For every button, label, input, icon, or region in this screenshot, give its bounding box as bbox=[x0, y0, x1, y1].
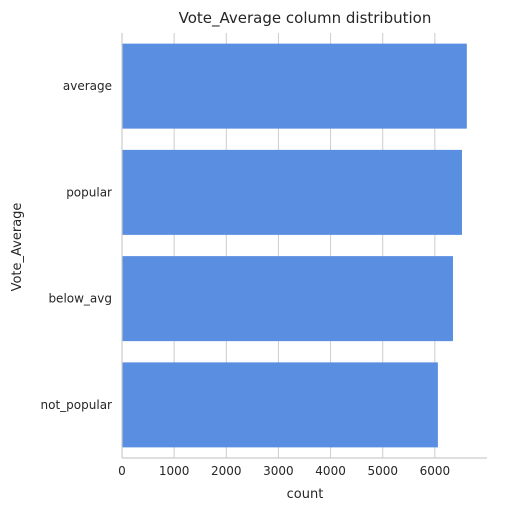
x-tick-label: 0 bbox=[118, 464, 126, 478]
y-axis-label: Vote_Average bbox=[10, 203, 25, 292]
x-tick-label: 2000 bbox=[211, 464, 242, 478]
y-tick-label: below_avg bbox=[48, 292, 112, 306]
bar-not-popular bbox=[122, 362, 438, 448]
x-tick-label: 1000 bbox=[159, 464, 190, 478]
x-tick-label: 4000 bbox=[315, 464, 346, 478]
x-tick-label: 6000 bbox=[420, 464, 451, 478]
axes: 0 1000 2000 3000 4000 5000 6000 average popular b… bbox=[41, 33, 487, 478]
bar-below-avg bbox=[122, 256, 454, 342]
y-tick-label: popular bbox=[66, 185, 112, 199]
bar-popular bbox=[122, 149, 462, 235]
y-tick-label: not_popular bbox=[41, 398, 113, 412]
x-tick-label: 5000 bbox=[367, 464, 398, 478]
x-axis-label: count bbox=[287, 487, 324, 502]
bar-average bbox=[122, 43, 467, 129]
x-tick-label: 3000 bbox=[263, 464, 294, 478]
y-tick-label: average bbox=[63, 79, 112, 93]
chart-title: Vote_Average column distribution bbox=[179, 9, 432, 28]
bars bbox=[122, 43, 467, 448]
